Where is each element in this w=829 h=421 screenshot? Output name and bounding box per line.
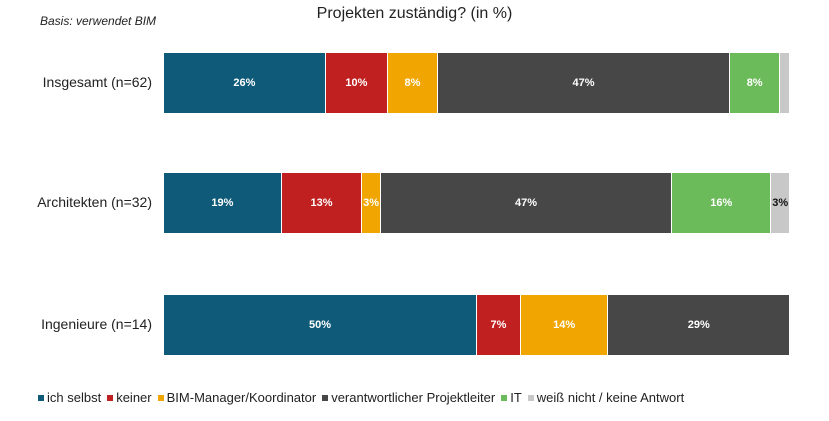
- bar-segment: 14%: [520, 295, 609, 355]
- legend-label: verantwortlicher Projektleiter: [331, 390, 496, 405]
- bar-segment: 50%: [164, 295, 477, 355]
- legend-item: ich selbst: [38, 390, 101, 405]
- legend-item: IT: [501, 390, 522, 405]
- legend: ich selbst keiner BIM-Manager/Koordinator v…: [38, 390, 684, 405]
- legend-label: BIM-Manager/Koordinator: [166, 390, 317, 405]
- category-label: Architekten (n=32): [37, 194, 152, 210]
- chart-title: Projekten zuständig? (in %): [316, 5, 513, 22]
- bar-segment: 19%: [164, 173, 282, 233]
- bar-segment: 26%: [164, 53, 326, 113]
- bar-segment: 3%: [771, 173, 790, 233]
- bar-segment: 47%: [380, 173, 673, 233]
- bar-segment: 13%: [281, 173, 363, 233]
- legend-swatch: [527, 394, 534, 401]
- legend-label: weiß nicht / keine Antwort: [536, 390, 685, 405]
- legend-item: weiß nicht / keine Antwort: [527, 390, 685, 405]
- legend-swatch: [157, 394, 164, 401]
- bar-segment: 10%: [325, 53, 388, 113]
- category-label: Ingenieure (n=14): [41, 316, 152, 332]
- legend-label: IT: [510, 390, 522, 405]
- bar-segment: 8%: [388, 53, 438, 113]
- legend-swatch: [38, 394, 44, 401]
- basis-note: Basis: verwendet BIM: [40, 14, 157, 28]
- legend-item: verantwortlicher Projektleiter: [322, 390, 495, 405]
- legend-swatch: [501, 394, 508, 401]
- category-label: Insgesamt (n=62): [42, 74, 152, 90]
- bar-segment: 3%: [362, 173, 381, 233]
- bar-segment: 7%: [477, 295, 521, 355]
- bar-segment: 29%: [608, 295, 790, 355]
- bar-segment: 47%: [437, 53, 731, 113]
- bar-segment: 16%: [672, 173, 772, 233]
- legend-swatch: [322, 394, 329, 401]
- legend-item: keiner: [107, 390, 152, 405]
- legend-swatch: [107, 394, 114, 401]
- legend-item: BIM-Manager/Koordinator: [157, 390, 317, 405]
- legend-label: keiner: [116, 390, 152, 405]
- bar-segment: 8%: [730, 53, 781, 113]
- legend-label: ich selbst: [47, 390, 102, 405]
- bar-segment: [780, 53, 790, 113]
